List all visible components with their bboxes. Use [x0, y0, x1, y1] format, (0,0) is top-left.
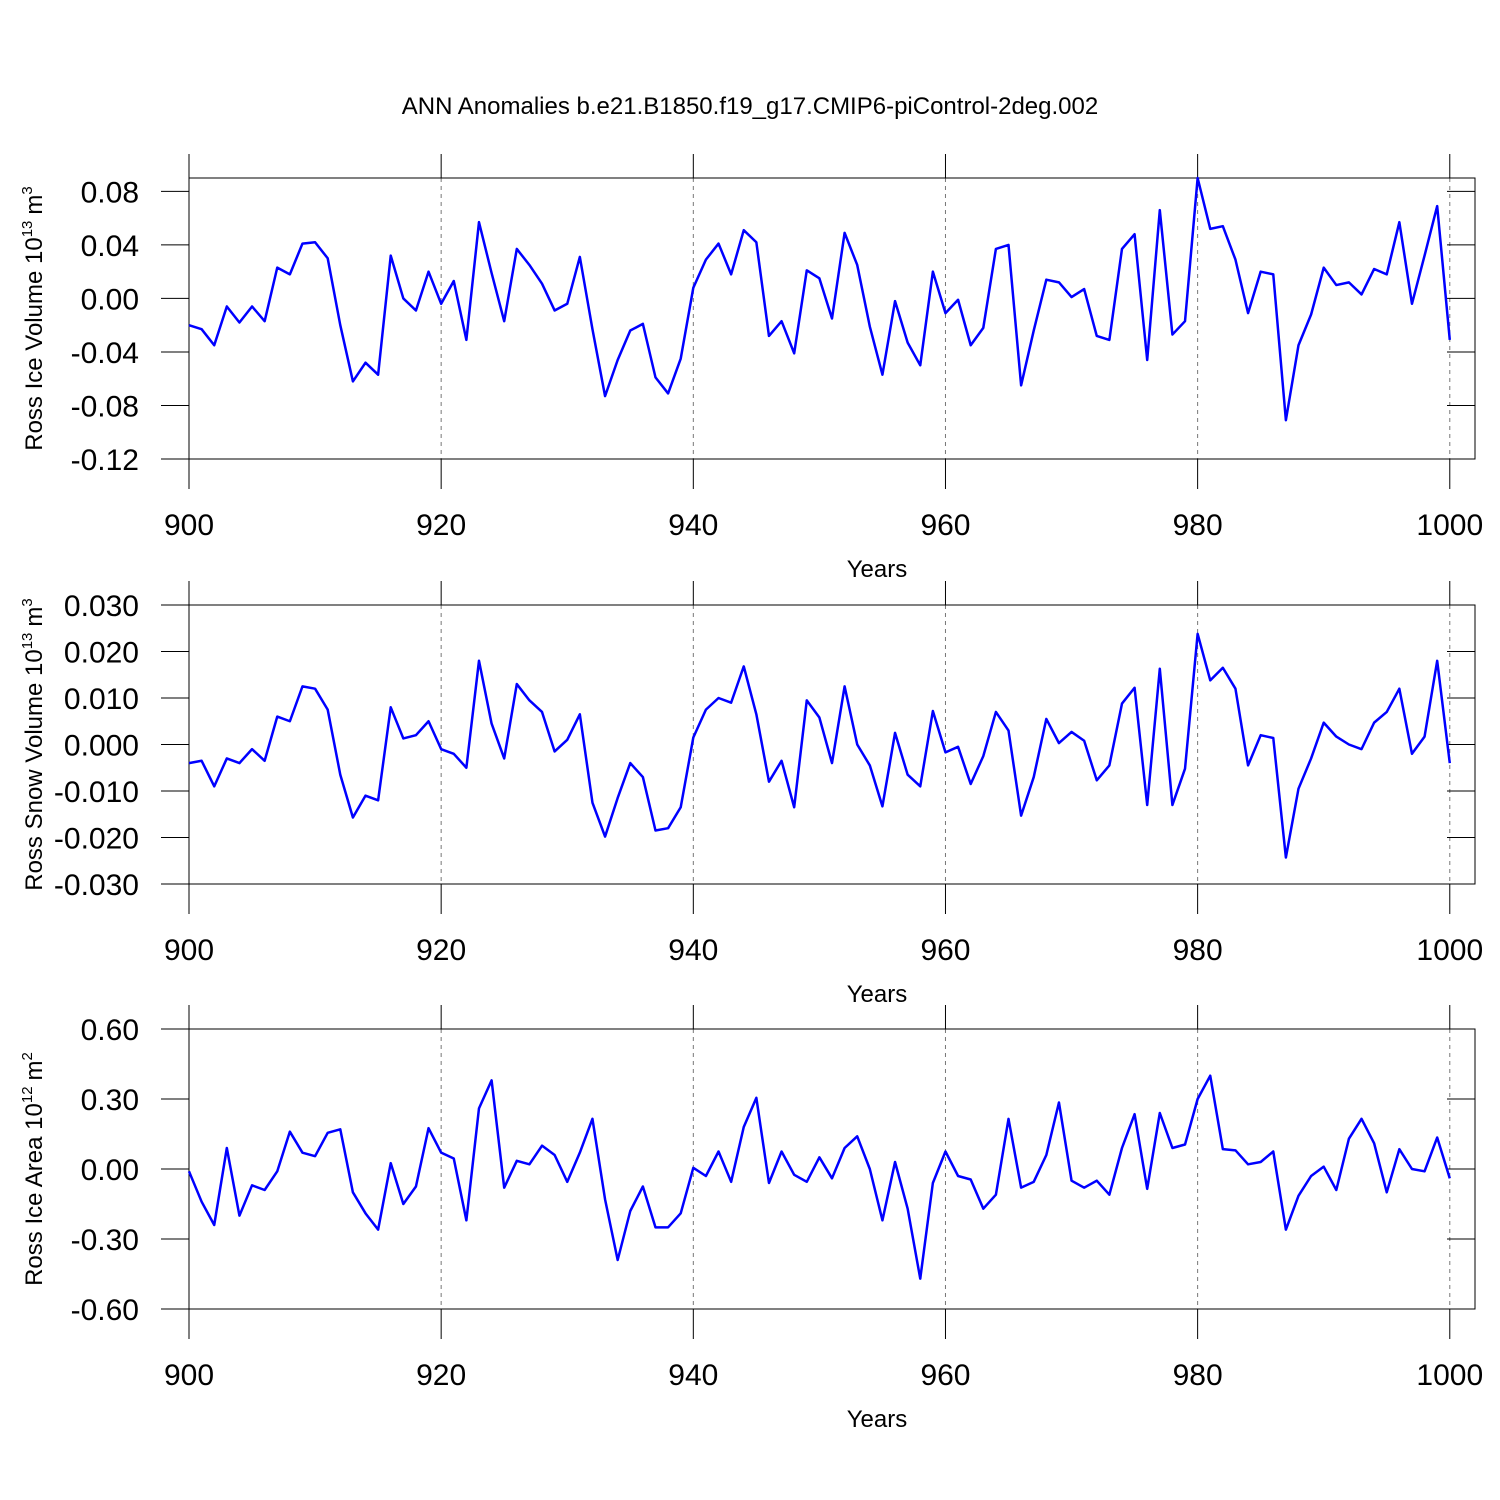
x-tick-label: 980 — [1173, 509, 1223, 542]
y-unit-power: 13 — [19, 221, 36, 238]
y-unit-base: 10 — [21, 1103, 48, 1130]
y-unit: m — [21, 607, 48, 627]
plot-frame — [188, 177, 1476, 460]
x-axis-label: Years — [847, 1406, 908, 1433]
x-tick-label: 940 — [668, 509, 718, 542]
x-axis-label: Years — [847, 981, 908, 1008]
x-tick-label: 980 — [1173, 1359, 1223, 1392]
y-unit-power: 2 — [19, 1052, 36, 1060]
y-tick-label: 0.04 — [81, 230, 139, 263]
x-tick-label: 900 — [164, 934, 214, 967]
y-unit-base: 10 — [21, 649, 48, 676]
y-tick-label: 0.00 — [81, 1154, 139, 1187]
x-tick-label: 1000 — [1416, 509, 1483, 542]
y-unit: m — [21, 1060, 48, 1080]
y-label-text: Ross Snow Volume — [21, 683, 48, 891]
y-tick-label: -0.60 — [71, 1294, 139, 1327]
y-tick-label: 0.010 — [64, 683, 139, 716]
x-tick-label: 960 — [920, 509, 970, 542]
x-tick-label: 920 — [416, 509, 466, 542]
y-tick-label: 0.08 — [81, 176, 139, 209]
x-tick-label: 1000 — [1416, 1359, 1483, 1392]
y-tick-label: 0.020 — [64, 637, 139, 670]
x-tick-label: 940 — [668, 934, 718, 967]
x-tick-label: 900 — [164, 1359, 214, 1392]
y-label-text: Ross Ice Volume — [21, 271, 48, 451]
y-label-text: Ross Ice Area — [21, 1136, 48, 1286]
y-axis-label: Ross Ice Area 1012 m2 — [19, 1052, 48, 1286]
y-tick-label: 0.000 — [64, 730, 139, 763]
x-axis-label: Years — [847, 556, 908, 583]
x-tick-label: 960 — [920, 1359, 970, 1392]
y-tick-label: -0.12 — [71, 444, 139, 477]
y-unit-power: 3 — [19, 186, 36, 194]
y-axis-label: Ross Ice Volume 1013 m3 — [19, 186, 48, 451]
x-tick-label: 980 — [1173, 934, 1223, 967]
y-unit-power: 12 — [19, 1086, 36, 1103]
x-tick-label: 900 — [164, 509, 214, 542]
plot-frame — [188, 1028, 1476, 1310]
y-tick-label: 0.30 — [81, 1084, 139, 1117]
y-tick-label: -0.08 — [71, 390, 139, 423]
y-tick-label: -0.020 — [54, 823, 139, 856]
y-tick-label: 0.00 — [81, 283, 139, 316]
x-tick-label: 1000 — [1416, 934, 1483, 967]
y-unit: m — [21, 195, 48, 215]
y-unit-power: 13 — [19, 633, 36, 650]
figure-title: ANN Anomalies b.e21.B1850.f19_g17.CMIP6-… — [402, 93, 1098, 120]
data-line — [187, 1074, 1451, 1280]
y-tick-label: 0.030 — [64, 590, 139, 623]
y-unit-power: 3 — [19, 598, 36, 606]
y-tick-label: -0.04 — [71, 337, 139, 370]
y-axis-label: Ross Snow Volume 1013 m3 — [19, 598, 48, 891]
data-line — [188, 176, 1452, 422]
y-tick-label: -0.010 — [54, 776, 139, 809]
y-tick-label: -0.30 — [71, 1224, 139, 1257]
y-tick-label: -0.030 — [54, 869, 139, 902]
x-tick-label: 940 — [668, 1359, 718, 1392]
y-unit-base: 10 — [21, 237, 48, 264]
data-line — [188, 632, 1452, 859]
x-tick-label: 960 — [920, 934, 970, 967]
x-tick-label: 920 — [416, 934, 466, 967]
y-tick-label: 0.60 — [81, 1014, 139, 1047]
x-tick-label: 920 — [416, 1359, 466, 1392]
plot-frame — [188, 604, 1476, 885]
